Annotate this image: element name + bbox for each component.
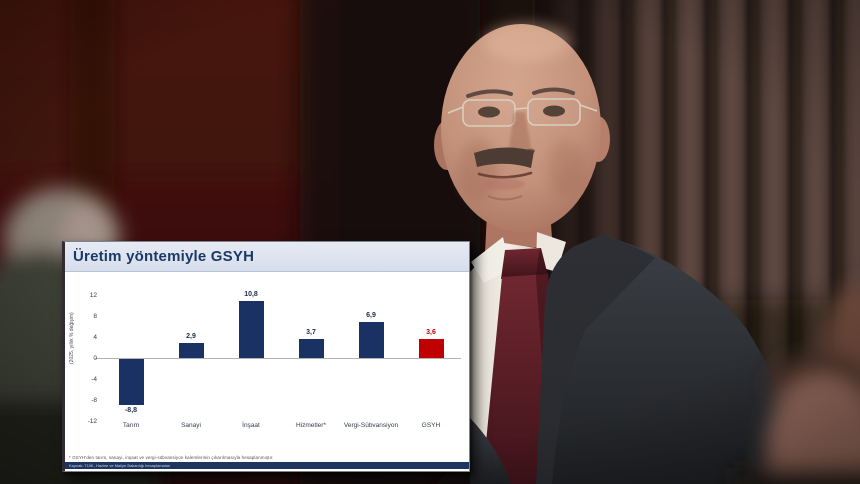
bar-value-label: 10,8	[244, 291, 258, 299]
bar-value-label: 6,9	[366, 311, 376, 319]
category-label: Sanayi	[181, 422, 201, 429]
chart-footnote: * GSYH'den tarım, sanayi, inşaat ve verg…	[69, 455, 274, 460]
bar-vergi-s-bvansiyon	[358, 321, 384, 358]
y-tick-label: 8	[93, 312, 97, 320]
bar-gsyh	[418, 339, 444, 358]
chart-canvas: (2025, yıllık % değişim) * GSYH'den tarı…	[65, 272, 469, 469]
y-tick-label: -4	[91, 375, 97, 383]
chart-source-strip: Kaynak: TÜİK, Hazine ve Maliye Bakanlığı…	[65, 462, 469, 469]
y-tick-label: 4	[93, 333, 97, 341]
bar-sanayi	[178, 342, 204, 358]
category-label: İnşaat	[242, 422, 260, 429]
zero-axis-line	[95, 358, 461, 359]
chart-header: Üretim yöntemiyle GSYH	[65, 242, 469, 272]
bar-i-n-aat	[238, 301, 264, 358]
bar-value-label: 3,6	[426, 329, 436, 337]
bar-hizmetler-	[298, 338, 324, 358]
category-label: Vergi-Sübvansiyon	[343, 422, 399, 429]
category-label: Hizmetler*	[296, 422, 326, 429]
y-tick-label: -8	[91, 396, 97, 404]
bar-tar-m	[118, 359, 144, 406]
gdp-chart-panel: Üretim yöntemiyle GSYH (2025, yıllık % d…	[62, 241, 470, 472]
bar-value-label: 2,9	[186, 332, 196, 340]
y-tick-label: -12	[87, 417, 97, 425]
bar-value-label: -8,8	[124, 407, 138, 415]
bar-value-label: 3,7	[306, 328, 316, 336]
category-label: Tarım	[122, 422, 140, 429]
y-tick-label: 0	[93, 354, 97, 362]
y-tick-label: 12	[89, 291, 97, 299]
chart-title: Üretim yöntemiyle GSYH	[73, 248, 255, 265]
category-label: GSYH	[421, 422, 441, 429]
